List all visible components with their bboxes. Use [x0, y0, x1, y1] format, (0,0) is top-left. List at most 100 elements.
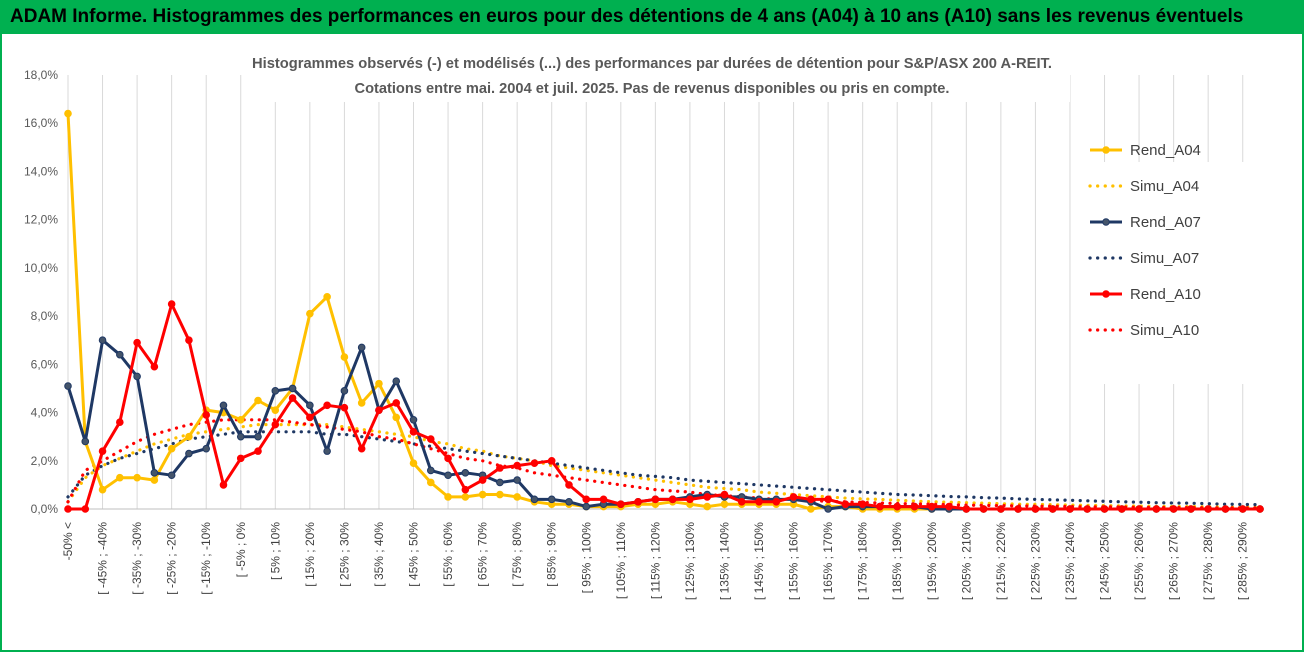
- data-point: [98, 336, 107, 345]
- data-point: [357, 343, 366, 352]
- x-tick-label: -50% <: [61, 522, 75, 560]
- histogram-chart: 0,0% 2,0% 4,0% 6,0% 8,0% 10,0% 12,0% 14,0% 16,0%…: [24, 48, 1264, 600]
- data-point: [496, 478, 504, 487]
- x-tick-label: [ 15% ; 20%: [303, 522, 317, 587]
- x-tick-label: [ 95% ; 100%: [579, 522, 593, 594]
- x-tick-label: [ 275% ; 280%: [1201, 522, 1215, 600]
- y-tick-label: 16,0%: [24, 116, 58, 130]
- legend-label: Rend_A10: [1130, 286, 1201, 303]
- legend-item: Rend_A04: [1090, 142, 1201, 159]
- data-point: [409, 459, 418, 467]
- chart-title-background: [250, 48, 1070, 102]
- data-point: [236, 454, 245, 463]
- legend-label: Simu_A07: [1130, 250, 1199, 267]
- data-point: [841, 500, 850, 508]
- legend-item: Simu_A10: [1088, 322, 1199, 339]
- data-point: [271, 420, 280, 429]
- data-point: [720, 490, 729, 499]
- data-point: [599, 495, 608, 504]
- data-point: [1048, 505, 1057, 513]
- x-tick-label: [ 185% ; 190%: [890, 522, 904, 600]
- data-point: [461, 485, 470, 494]
- data-point: [824, 495, 832, 504]
- x-tick-label: [ 65% ; 70%: [476, 522, 490, 587]
- data-point: [461, 493, 470, 501]
- legend-item: Rend_A10: [1090, 286, 1201, 303]
- legend-marker: [1102, 146, 1110, 154]
- x-tick-label: [ 75% ; 80%: [510, 522, 524, 587]
- data-point: [1152, 505, 1161, 513]
- y-tick-label: 14,0%: [24, 164, 58, 178]
- data-point: [496, 464, 504, 472]
- data-point: [444, 454, 452, 463]
- data-point: [133, 372, 141, 381]
- data-point: [340, 387, 349, 395]
- data-point: [772, 497, 781, 506]
- data-point: [565, 497, 573, 506]
- series-lines: [64, 109, 1264, 513]
- x-tick-label: [ 145% ; 150%: [752, 522, 766, 600]
- data-point: [185, 336, 193, 345]
- x-tick-label: [ 135% ; 140%: [717, 522, 731, 600]
- chart-title-line-1: Histogrammes observés (-) et modélisés (…: [252, 55, 1052, 72]
- data-point: [513, 461, 521, 470]
- data-point: [496, 490, 504, 499]
- chart-title: Histogrammes observés (-) et modélisés (…: [250, 48, 1070, 102]
- data-point: [236, 432, 245, 441]
- data-point: [703, 493, 711, 501]
- legend: Rend_A04 Simu_A04 Rend_A07 Simu_A07 Rend_A10…: [1072, 142, 1248, 384]
- legend-label: Rend_A07: [1130, 214, 1201, 231]
- data-point: [530, 459, 539, 467]
- data-point: [392, 413, 401, 422]
- data-point: [64, 505, 72, 513]
- data-point: [565, 481, 573, 489]
- y-tick-label: 2,0%: [31, 454, 59, 468]
- y-tick-label: 18,0%: [24, 68, 58, 82]
- data-point: [81, 437, 90, 446]
- x-tick-label: [ 245% ; 250%: [1098, 522, 1112, 600]
- data-point: [288, 384, 297, 393]
- data-point: [461, 469, 470, 477]
- data-point: [306, 309, 314, 318]
- x-tick-label: [ -35% ; -30%: [130, 522, 144, 595]
- data-point: [340, 403, 349, 412]
- x-tick-label: [ 45% ; 50%: [407, 522, 421, 587]
- x-tick-label: [ 115% ; 120%: [648, 522, 662, 599]
- data-point: [288, 394, 297, 402]
- data-point: [219, 401, 228, 410]
- x-tick-label: [ 105% ; 110%: [614, 522, 628, 599]
- data-point: [910, 502, 919, 511]
- data-point: [444, 493, 452, 501]
- data-point: [409, 428, 418, 436]
- y-tick-label: 0,0%: [31, 502, 59, 516]
- data-point: [634, 497, 642, 506]
- data-point: [789, 493, 798, 501]
- data-point: [150, 362, 159, 371]
- data-point: [185, 449, 193, 458]
- data-point: [271, 387, 280, 395]
- data-point: [167, 444, 176, 453]
- data-point: [219, 481, 228, 489]
- y-axis: 0,0% 2,0% 4,0% 6,0% 8,0% 10,0% 12,0% 14,0% 16,0%…: [24, 68, 58, 516]
- data-point: [807, 505, 815, 513]
- vertical-gridlines: [67, 75, 1260, 510]
- data-point: [547, 456, 556, 465]
- data-point: [392, 377, 401, 386]
- x-tick-label: [ 25% ; 30%: [337, 522, 351, 587]
- data-point: [150, 476, 159, 484]
- data-point: [582, 502, 591, 511]
- legend-background: [1072, 162, 1248, 384]
- data-point: [979, 505, 988, 513]
- legend-marker: [1102, 218, 1110, 226]
- data-point: [98, 447, 107, 455]
- x-tick-label: [ 225% ; 230%: [1028, 522, 1042, 600]
- data-point: [133, 338, 141, 347]
- data-point: [582, 495, 591, 504]
- data-point: [720, 500, 729, 508]
- data-point: [116, 350, 124, 359]
- data-point: [651, 495, 660, 504]
- data-point: [1135, 505, 1143, 513]
- x-tick-label: [ 265% ; 270%: [1167, 522, 1181, 600]
- data-point: [133, 473, 141, 482]
- data-point: [927, 502, 936, 511]
